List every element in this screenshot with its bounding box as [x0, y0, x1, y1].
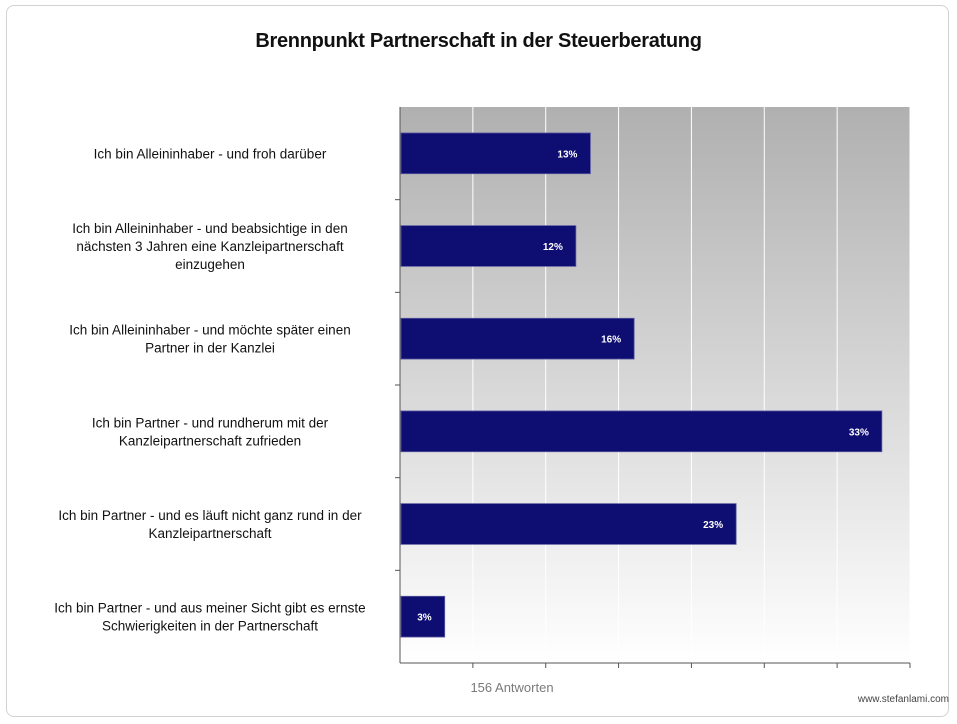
- bar: [400, 225, 577, 267]
- category-labels: Ich bin Alleininhaber - und froh darüber…: [54, 146, 365, 633]
- data-label: 13%: [557, 149, 577, 160]
- bars: 13% 12% 16% 33% 23% 3%: [400, 132, 883, 638]
- chart-title: Brennpunkt Partnerschaft in der Steuerbe…: [255, 30, 702, 52]
- x-axis-label: 156 Antworten: [470, 680, 553, 695]
- bar: [400, 410, 883, 453]
- data-label: 16%: [601, 335, 621, 346]
- data-label: 12%: [543, 242, 563, 253]
- category-label: Ich bin Partner - und es läuft nicht gan…: [58, 508, 362, 541]
- category-label: Ich bin Partner - und rundherum mit der K…: [92, 415, 329, 448]
- gridlines: [472, 107, 911, 663]
- category-label: Ich bin Alleininhaber - und möchte späte…: [69, 323, 350, 356]
- data-label: 23%: [703, 520, 723, 531]
- category-label: Ich bin Alleininhaber - und froh darüber: [94, 146, 327, 161]
- axes: [395, 107, 911, 668]
- bar: [400, 317, 635, 360]
- data-label: 3%: [417, 613, 432, 624]
- category-label: Ich bin Alleininhaber - und beabsichtige…: [72, 221, 347, 272]
- bar: [400, 132, 591, 175]
- bar: [400, 503, 737, 545]
- data-label: 33%: [849, 427, 869, 438]
- bar: [400, 595, 446, 638]
- category-label: Ich bin Partner - und aus meiner Sicht g…: [54, 601, 365, 634]
- watermark: www.stefanlami.com: [857, 694, 949, 705]
- plot-area: [400, 107, 910, 663]
